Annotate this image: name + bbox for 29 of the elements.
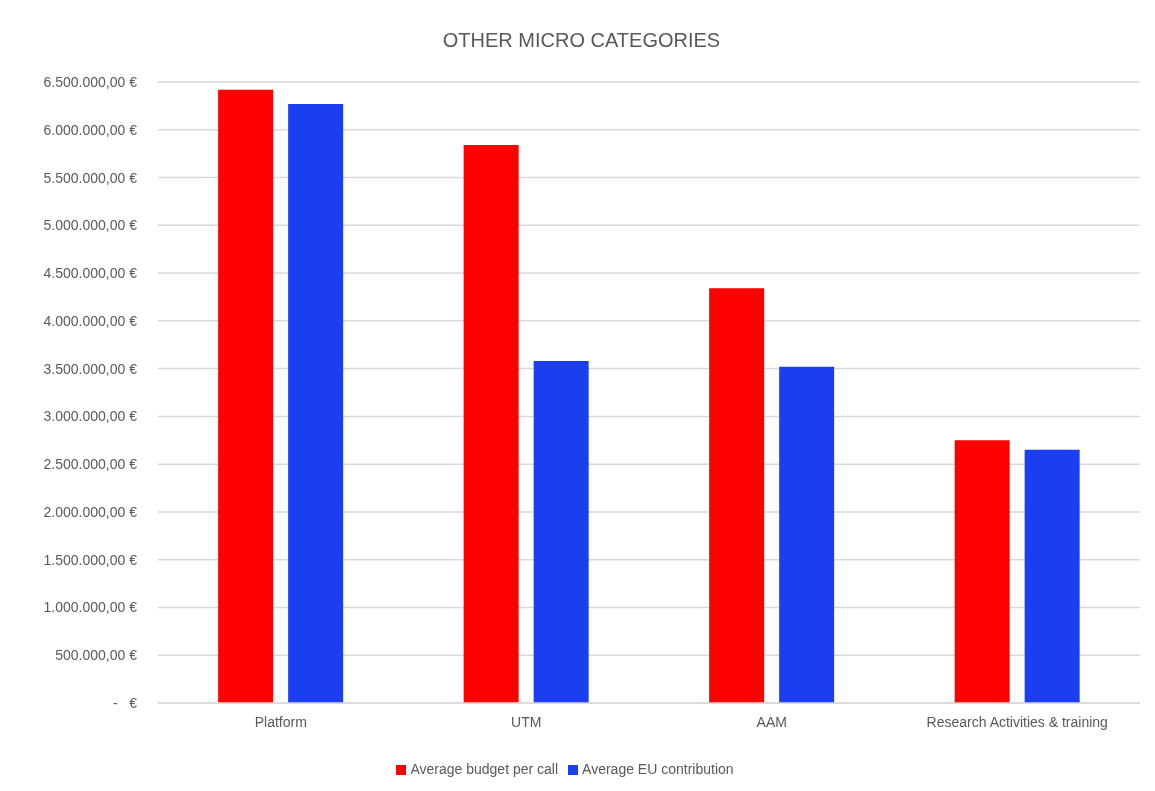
y-tick-label: - € [112, 694, 138, 711]
bar [218, 89, 274, 703]
y-tick-label: 3.000.000,00 € [43, 408, 138, 425]
bar [779, 366, 835, 703]
y-tick-label: 6.000.000,00 € [43, 121, 138, 138]
y-tick-label: 5.000.000,00 € [43, 217, 138, 234]
y-tick-label: 5.500.000,00 € [43, 169, 138, 186]
y-tick-label: 4.500.000,00 € [43, 265, 138, 282]
y-tick-label: 1.500.000,00 € [43, 551, 138, 568]
bar [463, 145, 519, 703]
legend-label: Average budget per call [410, 761, 559, 777]
y-tick-label: 2.000.000,00 € [43, 503, 138, 520]
x-tick-label: Research Activities & training [926, 713, 1108, 730]
y-tick-label: 2.500.000,00 € [43, 456, 138, 473]
x-tick-label: Platform [254, 713, 307, 730]
x-tick-label: UTM [511, 713, 542, 730]
bar [533, 360, 589, 703]
y-tick-label: 1.000.000,00 € [43, 599, 138, 616]
bar [709, 288, 765, 703]
bar [288, 103, 344, 703]
y-tick-label: 4.000.000,00 € [43, 312, 138, 329]
x-tick-label: AAM [756, 713, 787, 730]
bar [954, 440, 1010, 703]
y-tick-label: 500.000,00 € [55, 647, 138, 664]
y-tick-label: 6.500.000,00 € [43, 73, 138, 90]
legend-label: Average EU contribution [582, 761, 734, 777]
bar [1024, 449, 1080, 703]
chart-title: OTHER MICRO CATEGORIES [441, 29, 722, 52]
y-tick-label: 3.500.000,00 € [43, 360, 138, 377]
